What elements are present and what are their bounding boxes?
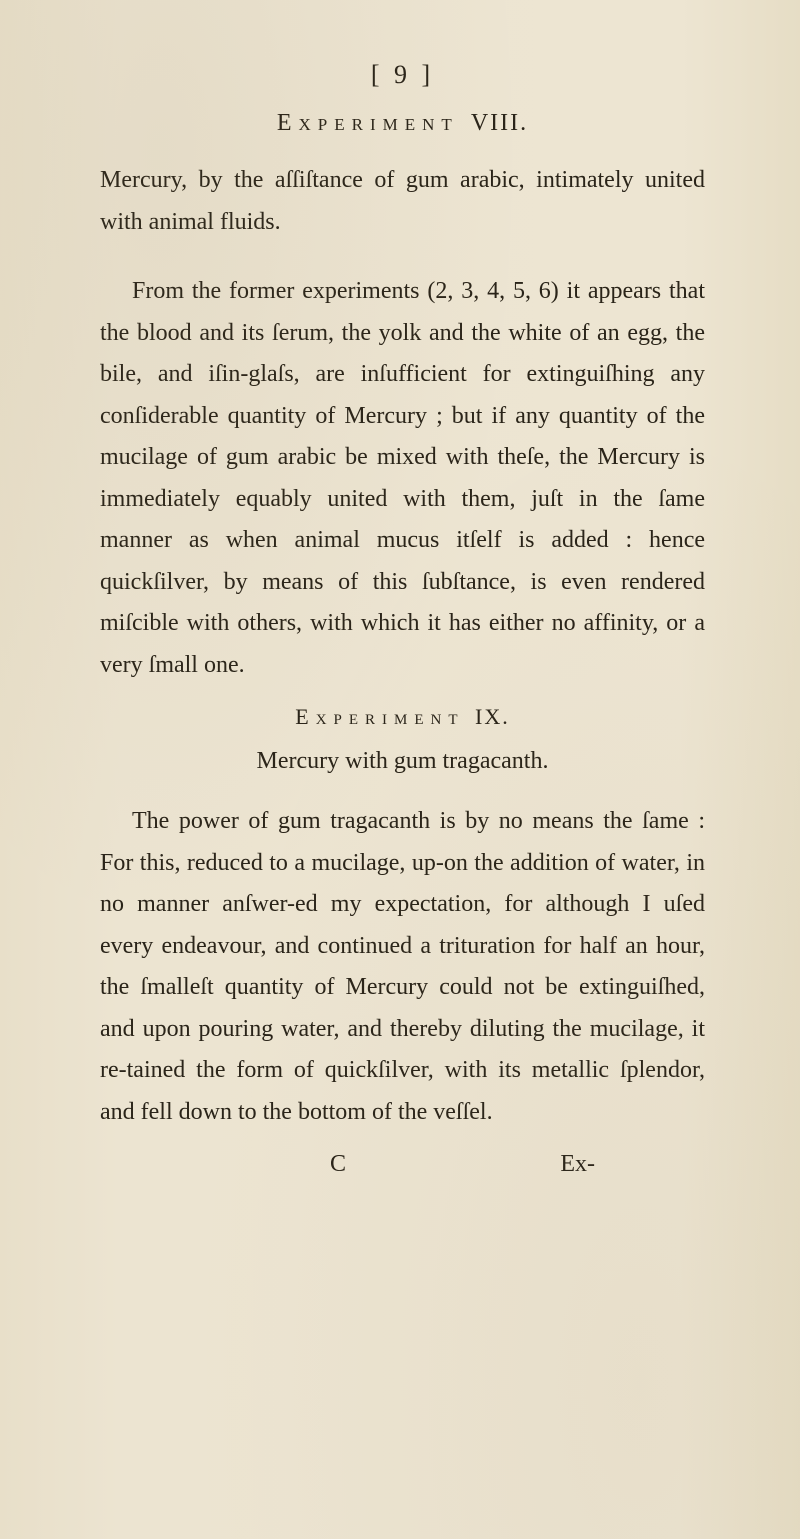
subtitle-text: Mercury with gum tragacanth. xyxy=(100,748,705,775)
signature-mark: C xyxy=(330,1151,346,1178)
experiment-heading-9: Experiment IX. xyxy=(100,704,705,730)
subheading-number: IX. xyxy=(475,704,510,729)
page-number: [ 9 ] xyxy=(100,60,705,90)
intro-text: Mercury, by the aſſiſtance of gum arabic… xyxy=(100,159,705,243)
page-container: [ 9 ] Experiment VIII. Mercury, by the a… xyxy=(0,0,800,1539)
subheading-word: Experiment xyxy=(295,704,464,729)
paragraph-2: The power of gum tragacanth is by no mea… xyxy=(100,801,705,1133)
page-footer: C Ex- xyxy=(100,1151,705,1178)
paragraph-1: From the former experiments (2, 3, 4, 5,… xyxy=(100,271,705,686)
heading-word: Experiment xyxy=(277,110,459,136)
experiment-heading-8: Experiment VIII. xyxy=(100,110,705,137)
heading-number: VIII. xyxy=(471,110,528,136)
catchword: Ex- xyxy=(560,1151,595,1178)
